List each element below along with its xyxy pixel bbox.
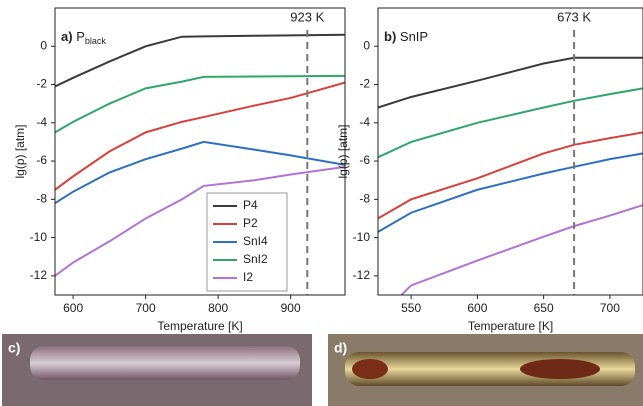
photo-c: c) [2, 334, 312, 406]
y-axis-label: lg(p) [atm] [336, 124, 350, 178]
x-tick-label: 900 [281, 301, 301, 315]
annotation-text: 673 K [557, 9, 591, 24]
chart: 0 -2 -4 -6 -8 -10 -12 600 700 800 900 Temperature [… [13, 7, 346, 333]
y-axis-label: lg(p) [atm] [13, 124, 27, 178]
photo-d: d) [328, 334, 643, 406]
photo-label: c) [8, 340, 20, 356]
x-axis-label: Temperature [K] [468, 319, 553, 333]
y-tick-label: -4 [359, 115, 370, 129]
series-line [378, 56, 643, 109]
series-line [399, 204, 643, 295]
x-tick-label: 650 [534, 301, 554, 315]
y-tick-label: 0 [363, 38, 370, 52]
y-tick-label: -4 [36, 115, 47, 129]
y-tick-label: -6 [359, 153, 370, 167]
panel-label: b) [384, 29, 396, 44]
y-tick-label: -6 [36, 153, 47, 167]
plot-frame [377, 7, 643, 296]
legend-label: P2 [243, 216, 258, 230]
title-subscript: black [85, 36, 107, 46]
y-tick-label: -2 [36, 77, 47, 91]
chart-title: b) SnIP [384, 29, 428, 44]
x-tick-label: 600 [63, 301, 83, 315]
x-tick-label: 600 [467, 301, 487, 315]
chart-title: a) Pblack [61, 29, 106, 46]
series-line [55, 140, 345, 205]
y-tick-label: -10 [30, 230, 48, 244]
series-line [378, 152, 643, 233]
x-tick-label: 700 [600, 301, 620, 315]
series-line [55, 165, 345, 277]
series-group [55, 33, 345, 277]
plot-frame [54, 7, 346, 296]
y-tick-label: -12 [353, 268, 371, 282]
legend-label: P4 [243, 198, 258, 212]
x-tick-label: 700 [136, 301, 156, 315]
x-axis-label: Temperature [K] [157, 319, 242, 333]
y-tick-label: 0 [40, 38, 47, 52]
x-tick-label: 800 [208, 301, 228, 315]
y-tick-label: -8 [359, 192, 370, 206]
photo-label: d) [334, 340, 347, 356]
y-tick-label: -10 [353, 230, 371, 244]
series-line [55, 33, 345, 88]
title-text: P [76, 29, 85, 44]
legend-label: SnI2 [243, 252, 268, 266]
series-line [55, 74, 345, 134]
y-tick-label: -2 [359, 77, 370, 91]
series-group [378, 56, 643, 295]
y-tick-label: -8 [36, 192, 47, 206]
title-text: SnIP [400, 29, 428, 44]
annotation-text: 923 K [290, 9, 324, 24]
legend-label: SnI4 [243, 234, 268, 248]
series-line [378, 131, 643, 220]
series-line [378, 87, 643, 159]
series-line [55, 81, 345, 191]
y-tick-label: -12 [30, 268, 48, 282]
legend-label: I2 [243, 270, 253, 284]
chart: 0 -2 -4 -6 -8 -10 -12 550 600 650 700 Temperature [… [336, 7, 643, 333]
panel-label: a) [61, 29, 73, 44]
x-tick-label: 550 [401, 301, 421, 315]
